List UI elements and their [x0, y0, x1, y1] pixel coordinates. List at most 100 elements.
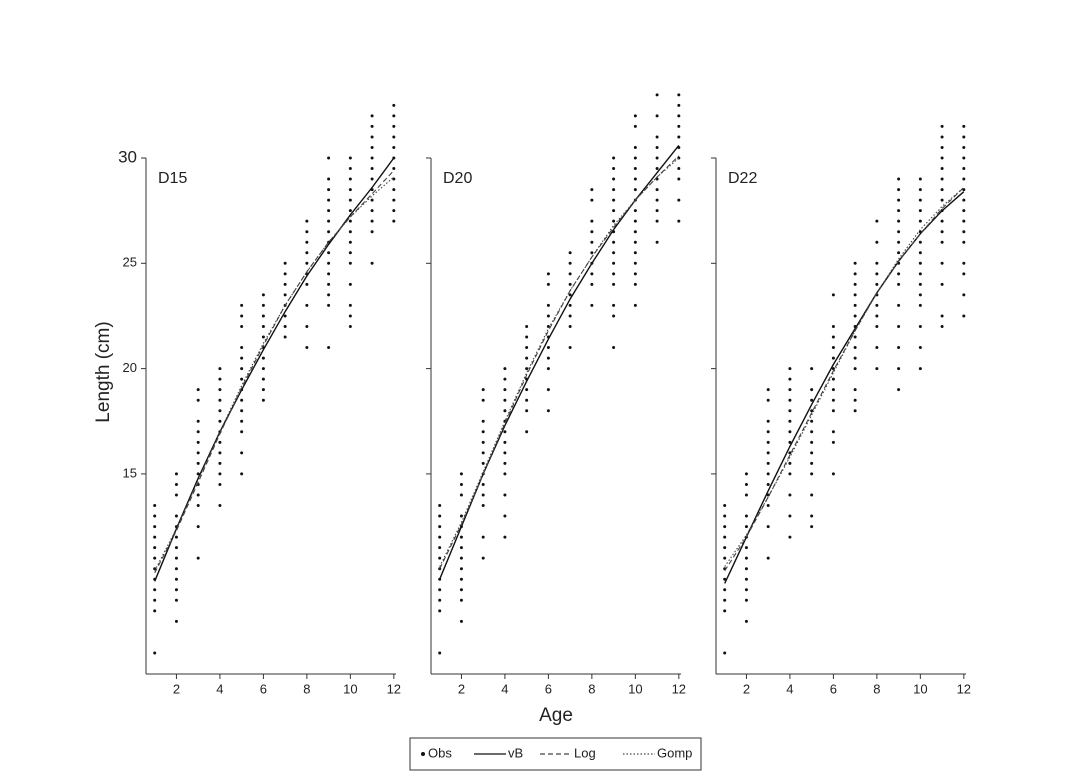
obs-point	[218, 461, 222, 465]
x-tick-label: 6	[830, 681, 837, 696]
obs-point	[918, 240, 922, 244]
obs-point	[655, 93, 659, 97]
obs-point	[459, 577, 463, 581]
obs-point	[788, 535, 792, 539]
obs-point	[459, 619, 463, 623]
obs-point	[853, 356, 857, 360]
obs-point	[348, 240, 352, 244]
obs-point	[810, 419, 814, 423]
x-tick-label: 12	[672, 681, 686, 696]
obs-point	[875, 219, 879, 223]
obs-point	[481, 388, 485, 392]
obs-point	[240, 367, 244, 371]
y-axis-label: Length (cm)	[93, 321, 114, 422]
obs-point	[677, 167, 681, 171]
obs-point	[633, 240, 637, 244]
obs-point	[153, 556, 157, 560]
obs-point	[568, 282, 572, 286]
fit-line	[439, 155, 680, 569]
obs-point	[153, 651, 157, 655]
x-tick-label: 4	[501, 681, 508, 696]
x-axis-label: Age	[539, 705, 573, 726]
obs-point	[853, 398, 857, 402]
obs-point	[348, 314, 352, 318]
obs-point	[897, 219, 901, 223]
obs-point	[655, 156, 659, 160]
obs-point	[633, 114, 637, 118]
obs-point	[940, 240, 944, 244]
obs-point	[744, 493, 748, 497]
obs-point	[612, 346, 616, 350]
obs-point	[590, 188, 594, 192]
obs-point	[766, 525, 770, 529]
obs-point	[897, 240, 901, 244]
obs-point	[503, 493, 507, 497]
fit-line	[154, 157, 395, 582]
obs-point	[305, 346, 309, 350]
obs-point	[853, 261, 857, 265]
obs-point	[723, 651, 727, 655]
obs-point	[788, 440, 792, 444]
obs-point	[481, 535, 485, 539]
obs-point	[261, 303, 265, 307]
obs-point	[875, 367, 879, 371]
obs-point	[481, 504, 485, 508]
obs-point	[677, 219, 681, 223]
obs-point	[392, 103, 396, 107]
obs-point	[240, 409, 244, 413]
obs-point	[196, 398, 200, 402]
obs-point	[875, 282, 879, 286]
obs-point	[261, 314, 265, 318]
obs-point	[677, 103, 681, 107]
obs-point	[723, 588, 727, 592]
obs-point	[875, 303, 879, 307]
obs-point	[897, 282, 901, 286]
obs-point	[261, 293, 265, 297]
obs-point	[766, 398, 770, 402]
obs-point	[327, 251, 331, 255]
fit-line	[154, 176, 395, 572]
obs-point	[962, 272, 966, 276]
obs-point	[546, 272, 550, 276]
obs-point	[918, 188, 922, 192]
obs-point	[744, 619, 748, 623]
obs-point	[633, 261, 637, 265]
obs-point	[612, 282, 616, 286]
obs-point	[962, 156, 966, 160]
y-tick-label: 25	[123, 255, 137, 270]
obs-point	[481, 398, 485, 402]
obs-point	[831, 377, 835, 381]
obs-point	[348, 177, 352, 181]
obs-point	[897, 177, 901, 181]
obs-point	[744, 472, 748, 476]
x-tick-label: 2	[458, 681, 465, 696]
obs-point	[525, 346, 529, 350]
obs-point	[174, 619, 178, 623]
y-tick-label: 15	[123, 465, 137, 480]
obs-point	[327, 188, 331, 192]
obs-point	[568, 314, 572, 318]
obs-point	[305, 282, 309, 286]
obs-point	[831, 388, 835, 392]
obs-point	[218, 504, 222, 508]
obs-point	[153, 588, 157, 592]
obs-point	[370, 124, 374, 128]
obs-point	[612, 314, 616, 318]
obs-point	[897, 388, 901, 392]
obs-point	[962, 240, 966, 244]
obs-point	[481, 419, 485, 423]
obs-point	[283, 314, 287, 318]
obs-point	[348, 282, 352, 286]
obs-point	[196, 461, 200, 465]
obs-point	[546, 409, 550, 413]
obs-point	[897, 303, 901, 307]
obs-point	[897, 324, 901, 328]
obs-point	[174, 514, 178, 518]
obs-point	[962, 219, 966, 223]
obs-point	[853, 346, 857, 350]
obs-point	[392, 177, 396, 181]
obs-point	[459, 588, 463, 592]
obs-point	[962, 167, 966, 171]
obs-point	[503, 409, 507, 413]
